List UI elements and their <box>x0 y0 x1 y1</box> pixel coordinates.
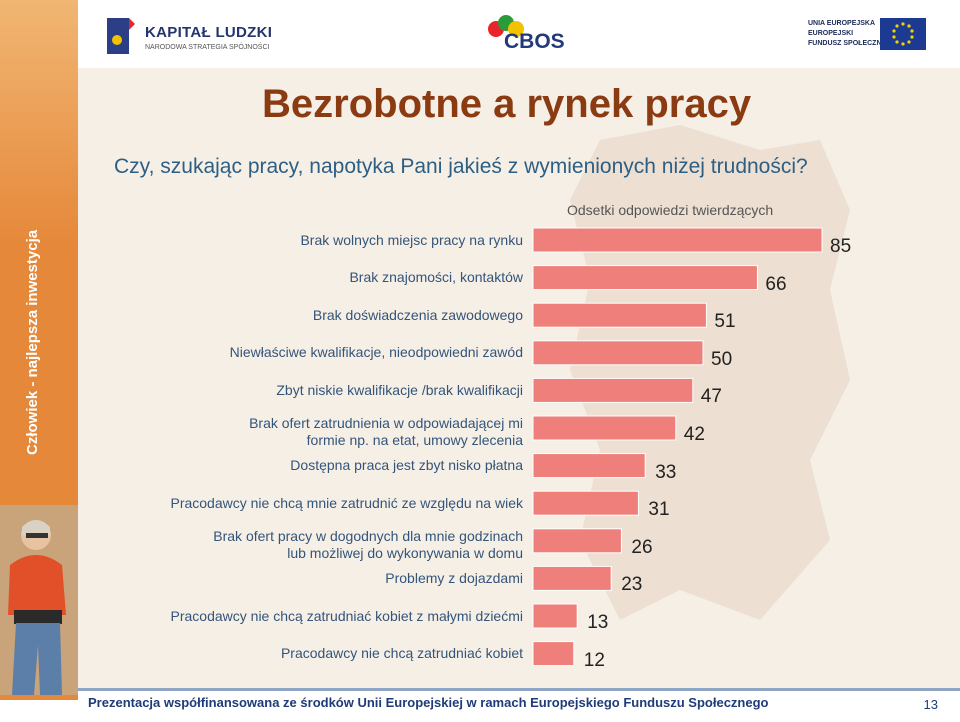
eu-line-3: FUNDUSZ SPOŁECZNY <box>808 40 887 47</box>
eu-logo: UNIA EUROPEJSKA EUROPEJSKI FUNDUSZ SPOŁE… <box>808 16 928 52</box>
eu-line-2: EUROPEJSKI <box>808 30 854 37</box>
kapital-ludzki-logo: KAPITAŁ LUDZKI NARODOWA STRATEGIA SPÓJNO… <box>105 14 272 62</box>
bar-3 <box>532 302 707 328</box>
value-label-5: 47 <box>700 386 722 408</box>
category-label-line: formie np. na etat, umowy zlecenia <box>306 432 523 448</box>
value-label-11: 13 <box>587 612 609 633</box>
category-label-line: Pracodawcy nie chcą mnie zatrudnić ze wz… <box>170 494 523 511</box>
bar-11 <box>532 603 578 629</box>
woman-photo <box>0 505 78 695</box>
category-label-line: Brak ofert pracy w dogodnych dla mnie go… <box>213 527 523 544</box>
chart-title: Odsetki odpowiedzi twierdzących <box>567 202 774 218</box>
cbos-logo: CBOS <box>486 15 566 55</box>
bar-9 <box>532 528 622 554</box>
category-label-line: Pracodawcy nie chcą zatrudniać kobiet z … <box>170 607 523 624</box>
category-label-3: Brak doświadczenia zawodowego <box>313 307 523 324</box>
value-label-3: 51 <box>714 311 736 333</box>
category-label-4: Niewłaściwe kwalifikacje, nieodpowiedni … <box>230 344 523 361</box>
category-label-10: Problemy z dojazdami <box>385 570 523 587</box>
bar-8 <box>532 490 639 516</box>
bar-2 <box>532 265 758 291</box>
bar-1 <box>532 227 823 253</box>
category-label-1: Brak wolnych miejsc pracy na rynku <box>300 232 523 249</box>
value-label-1: 85 <box>830 236 852 257</box>
category-label-line: Brak ofert zatrudnienia w odpowiadającej… <box>249 415 523 431</box>
category-label-line: Brak znajomości, kontaktów <box>349 269 523 286</box>
cbos-name: CBOS <box>504 30 565 53</box>
kapital-ludzki-subtitle: NARODOWA STRATEGIA SPÓJNOŚCI <box>145 44 270 51</box>
eu-line-1: UNIA EUROPEJSKA <box>808 20 876 27</box>
survey-question: Czy, szukając pracy, napotyka Pani jakie… <box>114 155 808 178</box>
category-label-9: Brak ofert pracy w dogodnych dla mnie go… <box>213 528 523 562</box>
value-label-4: 50 <box>711 348 733 370</box>
category-label-5: Zbyt niskie kwalifikacje /brak kwalifika… <box>276 382 523 399</box>
bar-6 <box>532 415 677 441</box>
value-label-7: 33 <box>655 461 677 483</box>
category-label-line: Brak wolnych miejsc pracy na rynku <box>300 231 523 248</box>
category-label-line: Pracodawcy nie chcą zatrudniać kobiet <box>280 645 523 662</box>
value-label-9: 26 <box>631 536 653 558</box>
category-label-line: Brak doświadczenia zawodowego <box>312 306 523 323</box>
bar-5 <box>532 377 694 403</box>
kapital-ludzki-name: KAPITAŁ LUDZKI <box>145 24 273 41</box>
page-title: Bezrobotne a rynek pracy <box>262 82 752 126</box>
category-label-line: Problemy z dojazdami <box>385 569 523 586</box>
bar-7 <box>532 453 646 479</box>
value-label-12: 12 <box>583 649 605 671</box>
footer-text: Prezentacja współfinansowana ze środków … <box>88 695 769 710</box>
category-label-6: Brak ofert zatrudnienia w odpowiadającej… <box>249 415 523 449</box>
category-label-11: Pracodawcy nie chcą zatrudniać kobiet z … <box>171 608 523 625</box>
bar-10 <box>532 565 612 591</box>
value-label-8: 31 <box>648 499 670 521</box>
page-number: 13 <box>923 697 938 712</box>
bar-4 <box>532 340 704 366</box>
value-label-10: 23 <box>621 574 643 596</box>
value-label-6: 42 <box>683 424 705 445</box>
category-label-line: Niewłaściwe kwalifikacje, nieodpowiedni … <box>229 344 523 361</box>
category-label-8: Pracodawcy nie chcą mnie zatrudnić ze wz… <box>170 495 523 512</box>
kapital-ludzki-mark <box>107 18 135 54</box>
footer: Prezentacja współfinansowana ze środków … <box>78 688 960 722</box>
category-label-12: Pracodawcy nie chcą zatrudniać kobiet <box>281 645 523 662</box>
bar-12 <box>532 641 575 667</box>
category-label-line: Zbyt niskie kwalifikacje /brak kwalifika… <box>276 381 523 398</box>
category-label-7: Dostępna praca jest zbyt nisko płatna <box>290 457 523 474</box>
category-label-2: Brak znajomości, kontaktów <box>349 269 523 286</box>
category-label-line: Dostępna praca jest zbyt nisko płatna <box>290 457 523 474</box>
category-label-line: lub możliwej do wykonywania w domu <box>287 544 523 561</box>
value-label-2: 66 <box>765 273 787 295</box>
cbos-mark <box>488 15 524 37</box>
eu-flag-icon <box>880 18 926 50</box>
